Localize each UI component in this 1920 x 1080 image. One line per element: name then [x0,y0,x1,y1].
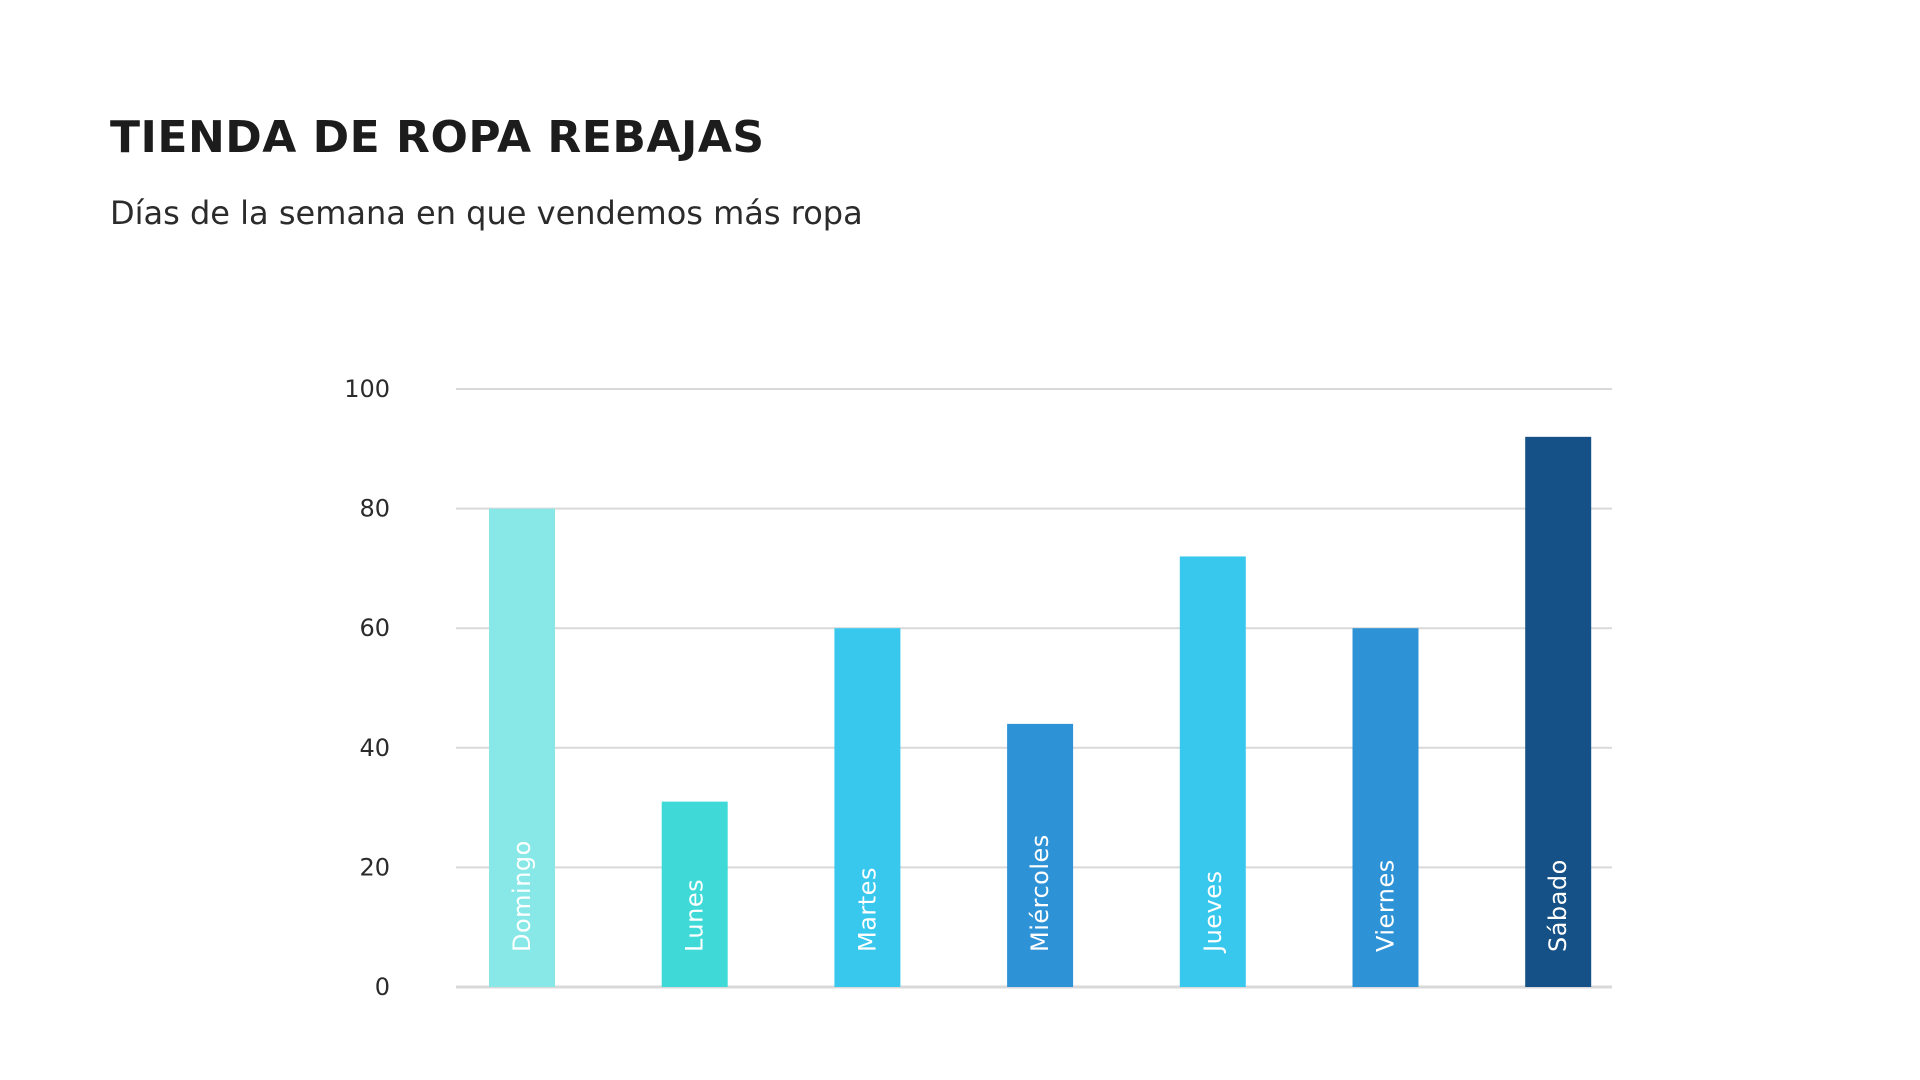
category-label: Miércoles [1026,834,1054,952]
chart-title: TIENDA DE ROPA REBAJAS [110,112,765,163]
bar-miercoles [1007,723,1074,987]
bar-viernes [1352,628,1419,987]
bar-jueves [1179,556,1246,987]
category-label: Jueves [1199,870,1227,954]
y-tick-label: 20 [359,853,390,881]
y-tick-label: 80 [359,495,390,523]
bars [489,436,1592,988]
bar-lunes [661,801,728,987]
y-axis-ticks: 0 20 40 60 80 100 [344,375,390,1001]
category-label: Sábado [1544,859,1572,952]
bar-sabado [1525,436,1592,988]
bar-labels: Domingo Lunes Martes Miércoles Jueves Viernes… [508,834,1572,954]
y-tick-label: 40 [359,734,390,762]
chart-subtitle: Días de la semana en que vendemos más ro… [110,194,863,232]
y-tick-label: 0 [375,973,390,1001]
category-label: Viernes [1372,859,1400,952]
category-label: Martes [853,867,881,952]
category-label: Lunes [681,879,709,952]
y-tick-label: 60 [359,614,390,642]
bar-martes [834,628,901,987]
category-label: Domingo [508,840,536,952]
bar-domingo [489,508,555,987]
y-tick-label: 100 [344,375,390,403]
